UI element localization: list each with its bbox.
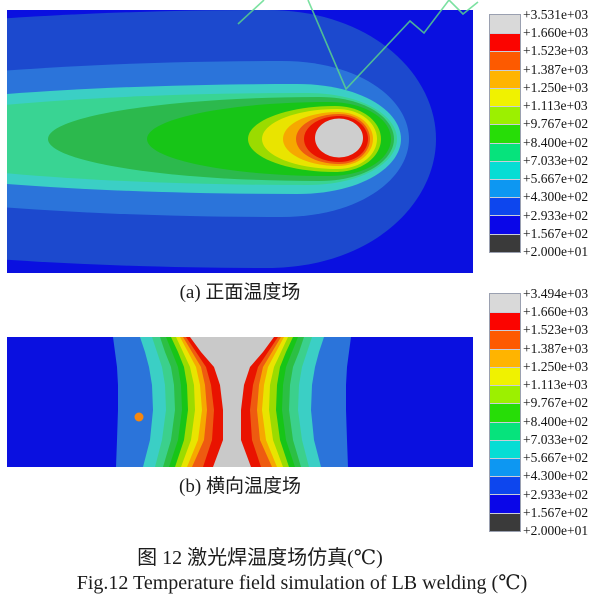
legend-transverse-colorbar <box>489 293 521 532</box>
legend-transverse-swatch-1 <box>490 312 520 331</box>
legend-transverse-value-8: +7.033e+02 <box>523 431 589 447</box>
plot-transverse-temperature-field <box>7 337 473 467</box>
legend-transverse-swatch-8 <box>490 439 520 458</box>
legend-frontal-value-7: +8.400e+02 <box>523 134 589 150</box>
legend-transverse-value-2: +1.523e+03 <box>523 322 589 338</box>
legend-frontal-value-6: +9.767e+02 <box>523 116 589 132</box>
measurement-point-marker <box>134 412 144 422</box>
transverse-contour-svg <box>7 337 473 467</box>
legend-frontal-swatch-10 <box>490 197 520 216</box>
legend-frontal-swatch-3 <box>490 69 520 88</box>
legend-transverse-swatch-0 <box>490 294 520 313</box>
legend-frontal-swatch-8 <box>490 160 520 179</box>
legend-transverse-swatch-12 <box>490 512 520 531</box>
plot-frontal-temperature-field <box>7 10 473 273</box>
legend-transverse-swatch-4 <box>490 366 520 386</box>
legend-transverse-swatch-5 <box>490 385 520 404</box>
legend-frontal-swatch-1 <box>490 33 520 52</box>
legend-frontal-swatch-9 <box>490 178 520 198</box>
legend-frontal-value-2: +1.523e+03 <box>523 43 589 59</box>
legend-frontal-value-0: +3.531e+03 <box>523 7 589 22</box>
legend-frontal-colorbar <box>489 14 521 253</box>
figure-caption-chinese: 图 12 激光焊温度场仿真(℃) <box>137 547 383 569</box>
legend-transverse-swatch-10 <box>490 476 520 495</box>
legend-frontal-value-3: +1.387e+03 <box>523 61 589 77</box>
legend-frontal-value-8: +7.033e+02 <box>523 152 589 168</box>
legend-transverse-value-11: +2.933e+02 <box>523 486 589 502</box>
legend-frontal-swatch-7 <box>490 142 520 161</box>
legend-frontal-value-5: +1.113e+03 <box>523 98 588 114</box>
subcaption-a: (a) 正面温度场 <box>179 282 301 303</box>
legend-frontal-swatch-12 <box>490 233 520 252</box>
frontal-contour-svg <box>7 10 473 273</box>
legend-transverse-value-6: +9.767e+02 <box>523 395 589 411</box>
legend-transverse-value-0: +3.494e+03 <box>523 286 589 301</box>
subcaption-b: (b) 横向温度场 <box>179 476 301 497</box>
molten-zone-ellipse <box>315 118 363 158</box>
legend-transverse-value-9: +5.667e+02 <box>523 450 589 466</box>
legend-transverse-swatch-7 <box>490 421 520 440</box>
legend-transverse-value-10: +4.300e+02 <box>523 468 589 484</box>
legend-transverse-swatch-9 <box>490 457 520 477</box>
legend-transverse-value-5: +1.113e+03 <box>523 377 588 393</box>
legend-frontal-value-4: +1.250e+03 <box>523 79 589 95</box>
color-legend-frontal: +3.531e+03 +1.660e+03 +1.523e+03 +1.387e+03… <box>489 7 604 265</box>
legend-frontal-swatch-0 <box>490 15 520 34</box>
legend-frontal-swatch-5 <box>490 106 520 125</box>
legend-transverse-swatch-6 <box>490 403 520 422</box>
legend-frontal-value-1: +1.660e+03 <box>523 25 589 41</box>
legend-transverse-value-1: +1.660e+03 <box>523 304 589 320</box>
legend-frontal-swatch-11 <box>490 215 520 234</box>
legend-frontal-swatch-2 <box>490 51 520 70</box>
legend-transverse-value-13: +2.000e+01 <box>523 522 589 538</box>
legend-frontal-swatch-4 <box>490 87 520 107</box>
legend-transverse-swatch-3 <box>490 348 520 367</box>
legend-transverse-value-12: +1.567e+02 <box>523 504 589 520</box>
legend-frontal-value-13: +2.000e+01 <box>523 243 589 259</box>
legend-transverse-swatch-11 <box>490 494 520 513</box>
legend-transverse-swatch-2 <box>490 330 520 349</box>
transverse-band-molten <box>190 337 274 467</box>
legend-frontal-swatch-6 <box>490 124 520 143</box>
figure-caption-english: Fig.12 Temperature field simulation of L… <box>76 572 528 594</box>
legend-frontal-value-11: +2.933e+02 <box>523 207 589 223</box>
legend-transverse-value-7: +8.400e+02 <box>523 413 589 429</box>
legend-frontal-value-12: +1.567e+02 <box>523 225 589 241</box>
legend-frontal-value-10: +4.300e+02 <box>523 189 589 205</box>
color-legend-transverse: +3.494e+03 +1.660e+03 +1.523e+03 +1.387e+03… <box>489 286 604 544</box>
legend-transverse-value-4: +1.250e+03 <box>523 358 589 374</box>
legend-frontal-value-9: +5.667e+02 <box>523 171 589 187</box>
legend-transverse-value-3: +1.387e+03 <box>523 340 589 356</box>
